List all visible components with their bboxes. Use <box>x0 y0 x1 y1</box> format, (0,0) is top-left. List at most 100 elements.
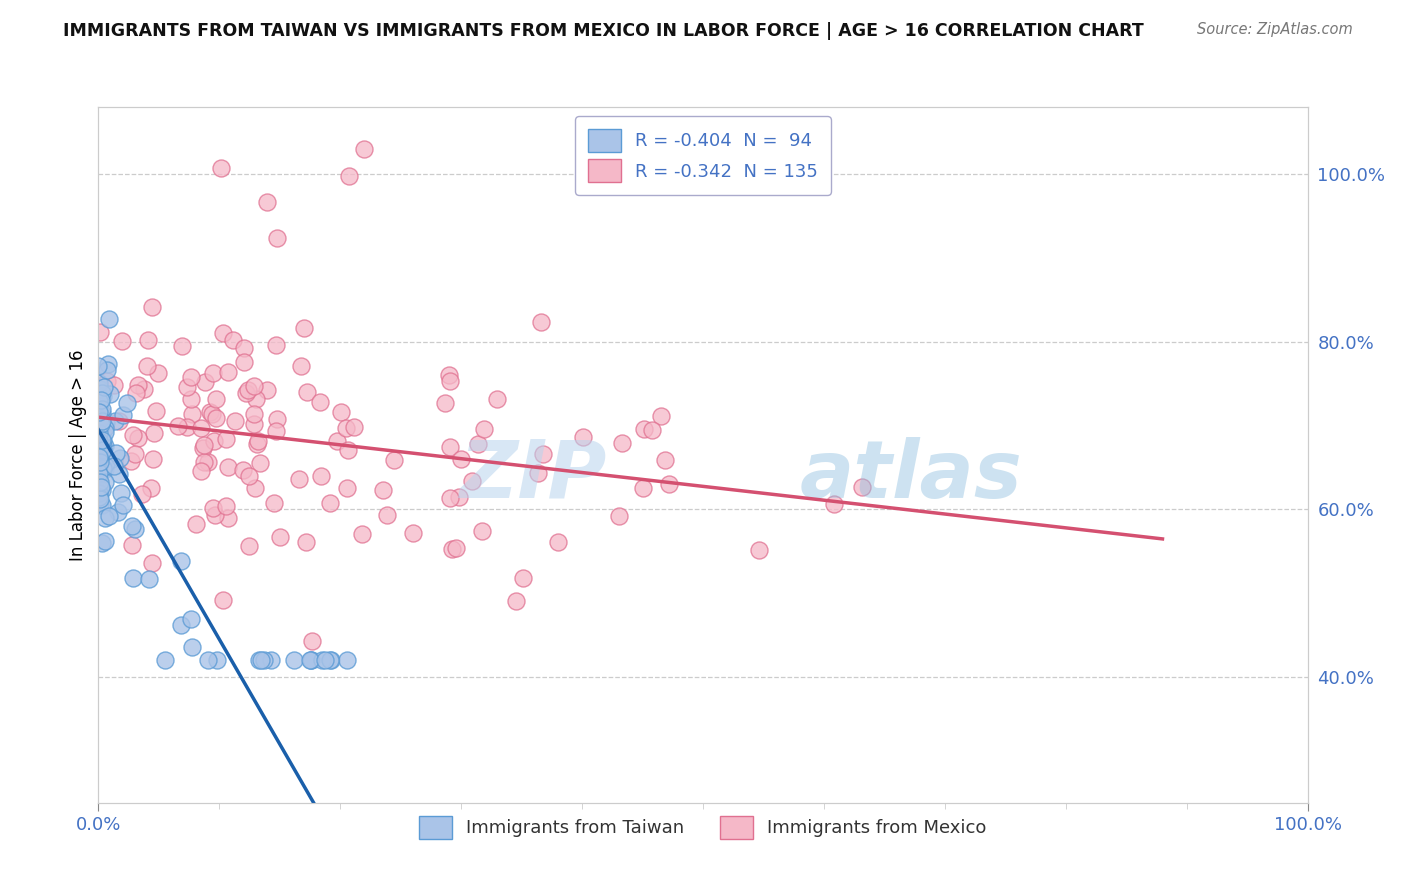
Point <box>103 459 125 474</box>
Point <box>238 469 260 483</box>
Point <box>153 653 176 667</box>
Point <box>337 443 360 458</box>
Point <box>120 453 142 467</box>
Point <box>91 443 114 458</box>
Point <box>89 498 111 512</box>
Point <box>90 406 112 420</box>
Point <box>256 195 278 210</box>
Point <box>181 640 204 654</box>
Point <box>249 456 271 470</box>
Point <box>180 611 202 625</box>
Point <box>444 541 467 555</box>
Point <box>134 382 156 396</box>
Legend: Immigrants from Taiwan, Immigrants from Mexico: Immigrants from Taiwan, Immigrants from … <box>412 808 994 846</box>
Point <box>401 525 423 540</box>
Point <box>91 389 114 403</box>
Point <box>94 533 117 548</box>
Point <box>247 653 270 667</box>
Point <box>311 653 333 667</box>
Point <box>91 461 114 475</box>
Point <box>204 508 226 523</box>
Point <box>87 395 110 409</box>
Point <box>146 366 169 380</box>
Point <box>141 300 163 314</box>
Text: IMMIGRANTS FROM TAIWAN VS IMMIGRANTS FROM MEXICO IN LABOR FORCE | AGE > 16 CORRE: IMMIGRANTS FROM TAIWAN VS IMMIGRANTS FRO… <box>63 22 1144 40</box>
Point <box>232 463 254 477</box>
Point <box>747 543 769 558</box>
Point <box>127 377 149 392</box>
Point <box>184 516 207 531</box>
Point <box>201 500 224 515</box>
Point <box>90 535 112 549</box>
Point <box>87 429 110 443</box>
Point <box>93 380 115 394</box>
Point <box>256 384 278 398</box>
Point <box>260 653 283 667</box>
Point <box>87 359 110 373</box>
Point <box>321 653 343 667</box>
Point <box>87 425 110 440</box>
Point <box>263 496 285 510</box>
Point <box>371 483 394 497</box>
Point <box>87 405 110 419</box>
Point <box>633 422 655 436</box>
Point <box>197 653 219 667</box>
Point <box>98 386 121 401</box>
Point <box>141 557 163 571</box>
Point <box>87 466 110 480</box>
Point <box>124 523 146 537</box>
Point <box>335 421 357 435</box>
Point <box>96 415 118 429</box>
Point <box>202 434 225 449</box>
Point <box>89 475 111 490</box>
Point <box>124 447 146 461</box>
Point <box>264 424 287 438</box>
Point <box>91 439 114 453</box>
Point <box>319 653 342 667</box>
Point <box>89 453 111 467</box>
Point <box>91 402 114 417</box>
Point <box>96 363 118 377</box>
Point <box>138 572 160 586</box>
Point <box>89 382 111 396</box>
Point <box>437 368 460 382</box>
Point <box>96 374 118 388</box>
Point <box>172 339 194 353</box>
Point <box>433 396 456 410</box>
Point <box>214 432 236 446</box>
Point <box>93 439 115 453</box>
Point <box>181 407 204 421</box>
Point <box>190 420 212 434</box>
Point <box>90 417 112 431</box>
Point <box>212 592 235 607</box>
Point <box>89 455 111 469</box>
Point <box>94 421 117 435</box>
Point <box>308 394 330 409</box>
Point <box>180 392 202 406</box>
Point <box>250 653 273 667</box>
Point <box>197 455 219 469</box>
Point <box>87 485 110 500</box>
Point <box>98 311 121 326</box>
Point <box>298 653 321 667</box>
Point <box>530 316 553 330</box>
Point <box>654 453 676 467</box>
Point <box>301 634 323 648</box>
Point <box>246 436 269 450</box>
Point <box>108 467 131 481</box>
Point <box>217 365 239 379</box>
Point <box>243 378 266 392</box>
Point <box>170 554 193 568</box>
Point <box>266 231 288 245</box>
Point <box>211 326 233 341</box>
Point <box>264 338 287 352</box>
Point <box>382 453 405 467</box>
Point <box>141 481 163 495</box>
Point <box>110 486 132 500</box>
Point <box>217 510 239 524</box>
Point <box>115 396 138 410</box>
Point <box>572 430 595 444</box>
Point <box>111 408 134 422</box>
Point <box>350 527 373 541</box>
Point <box>90 480 112 494</box>
